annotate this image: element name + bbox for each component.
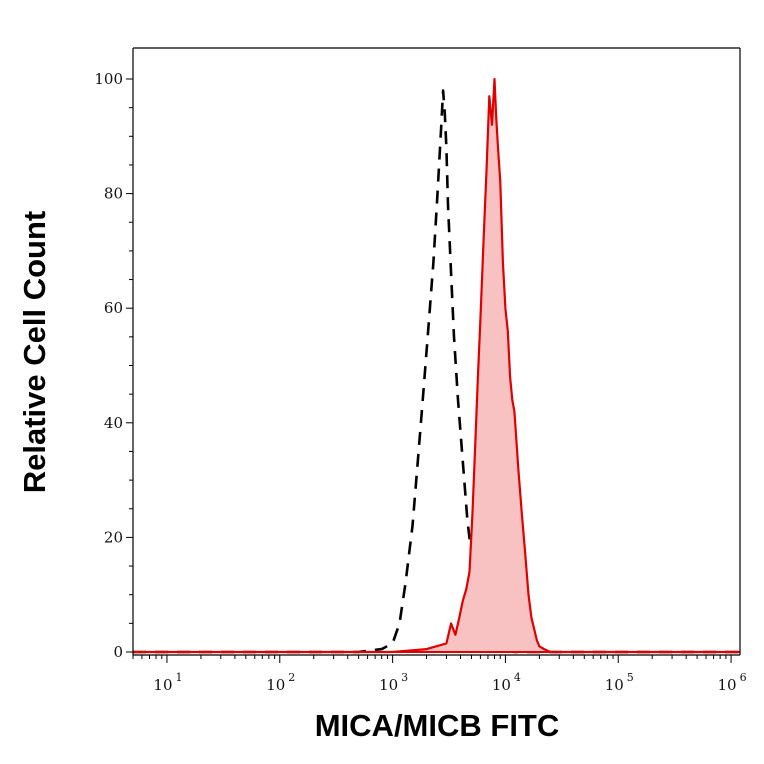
control-histogram-line — [133, 89, 740, 654]
x-tick-label: 10 — [153, 676, 172, 694]
x-tick-exponent: 4 — [514, 671, 521, 684]
x-tick-exponent: 3 — [401, 671, 408, 684]
sample-histogram-fill — [133, 79, 740, 652]
x-tick-label: 10 — [492, 676, 511, 694]
x-tick-exponent: 6 — [740, 671, 747, 684]
x-tick-label: 10 — [718, 676, 737, 694]
y-tick-label: 60 — [104, 299, 123, 317]
x-tick-exponent: 1 — [175, 671, 182, 684]
y-tick-label: 100 — [94, 70, 123, 88]
x-tick-exponent: 2 — [288, 671, 295, 684]
sample-histogram-line — [133, 77, 740, 654]
x-tick-label: 10 — [605, 676, 624, 694]
x-axis-title: MICA/MICB FITC — [315, 708, 560, 743]
x-tick-label: 10 — [266, 676, 285, 694]
y-axis-title: Relative Cell Count — [17, 211, 52, 494]
x-tick-label: 10 — [379, 676, 398, 694]
y-tick-label: 0 — [113, 643, 123, 661]
y-tick-label: 20 — [104, 528, 123, 546]
y-tick-label: 40 — [104, 414, 123, 432]
plot-area — [133, 77, 740, 654]
x-tick-exponent: 5 — [627, 671, 634, 684]
y-tick-label: 80 — [104, 185, 123, 203]
axes — [126, 47, 741, 663]
